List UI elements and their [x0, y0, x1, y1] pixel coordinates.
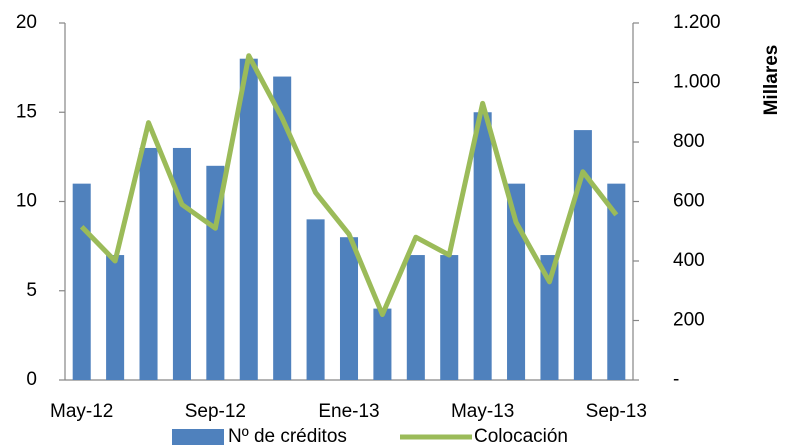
bar — [106, 255, 125, 380]
y2-tick-label: 1.200 — [673, 12, 721, 33]
y2-tick-label: 1.000 — [673, 72, 721, 93]
bar — [373, 308, 392, 380]
line — [79, 53, 619, 318]
bar — [273, 76, 292, 381]
bar — [573, 130, 592, 380]
y-tick-label: 20 — [16, 12, 37, 33]
bar — [139, 147, 158, 380]
y2-axis-label: Millares — [761, 45, 782, 116]
legend-label: Nº de créditos — [228, 426, 347, 447]
y-tick-label: 15 — [16, 101, 37, 122]
x-tick-label: May-12 — [50, 401, 113, 422]
bar — [339, 237, 359, 380]
y-tick-label: 0 — [26, 369, 37, 390]
bar — [406, 255, 425, 380]
x-tick-label: Sep-12 — [185, 401, 246, 422]
bar — [72, 183, 91, 380]
legend-label: Colocación — [474, 426, 568, 447]
bar — [607, 183, 626, 380]
y2-tick-label: 800 — [673, 131, 705, 152]
x-tick-label: May-13 — [451, 401, 514, 422]
y-tick-label: 10 — [16, 191, 37, 212]
x-tick-label: Sep-13 — [586, 401, 647, 422]
y2-tick-label: - — [673, 369, 679, 390]
bar — [306, 219, 325, 380]
y-tick-label: 5 — [26, 280, 37, 301]
legend-swatch — [172, 429, 224, 445]
bar — [440, 255, 459, 380]
bar — [239, 58, 258, 380]
bar — [540, 255, 559, 380]
x-tick-label: Ene-13 — [318, 401, 379, 422]
bar — [473, 112, 492, 380]
y2-tick-label: 400 — [673, 250, 705, 271]
bar — [206, 165, 225, 380]
y2-tick-label: 200 — [673, 310, 705, 331]
y2-tick-label: 600 — [673, 191, 705, 212]
